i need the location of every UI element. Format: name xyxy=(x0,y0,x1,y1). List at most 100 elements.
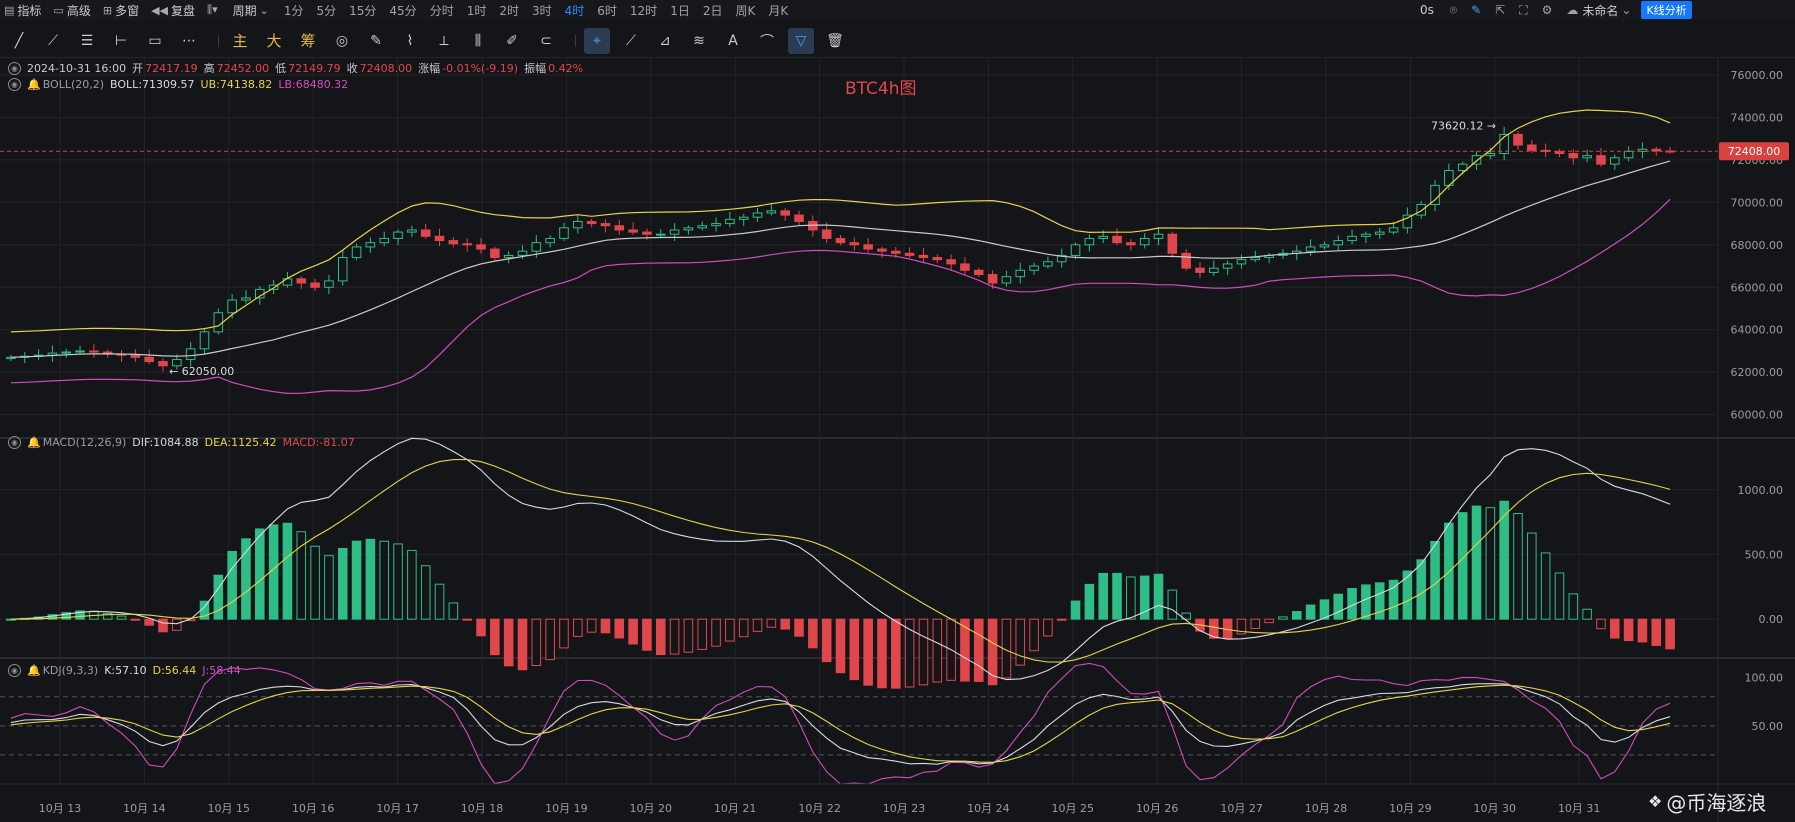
macd-bar xyxy=(1457,512,1468,620)
edit-icon[interactable]: ✎ xyxy=(1471,3,1482,17)
pencil-tool-icon[interactable]: ✎ xyxy=(370,32,382,49)
macd-bar xyxy=(1637,618,1648,643)
period-14[interactable]: 月K xyxy=(768,3,789,18)
period-dropdown[interactable]: 周期 ⌄ xyxy=(232,3,269,18)
macd-bar xyxy=(891,618,901,689)
note-tool-icon[interactable]: ✐ xyxy=(506,32,518,49)
replay-button[interactable]: ◀◀ 复盘 xyxy=(151,3,196,18)
candle-body xyxy=(1181,252,1191,269)
candle-body xyxy=(1651,148,1662,152)
eye-icon[interactable]: ◉ xyxy=(8,664,21,677)
macd-bar xyxy=(365,538,376,620)
clock-tool-icon[interactable]: ◎ xyxy=(335,32,349,49)
macd-bar xyxy=(1374,582,1385,620)
macd-bar xyxy=(379,540,390,620)
text-tool-icon[interactable]: A xyxy=(728,32,738,49)
macd-bar xyxy=(75,610,85,620)
candle-body xyxy=(697,225,708,229)
period-1[interactable]: 5分 xyxy=(316,3,337,18)
macd-bar xyxy=(1098,572,1108,620)
camera-icon[interactable]: ⌾ xyxy=(1449,2,1458,17)
main-force-button[interactable]: 主 xyxy=(232,32,248,50)
select-tool-icon[interactable]: ⌖ xyxy=(584,27,610,54)
kline-chart[interactable]: 60000.00 62000.00 64000.00 66000.00 68000.00… xyxy=(0,58,1795,822)
candle-body xyxy=(1388,227,1399,233)
macd-bar xyxy=(1015,618,1026,666)
period-11[interactable]: 1日 xyxy=(670,3,690,18)
indicator-button[interactable]: ▤ 指标 xyxy=(4,3,42,18)
period-9[interactable]: 6时 xyxy=(597,3,617,18)
period-2[interactable]: 15分 xyxy=(349,3,377,18)
macd-bar xyxy=(752,618,763,632)
candle-body xyxy=(683,227,694,231)
macd-bar xyxy=(503,618,514,667)
period-7[interactable]: 3时 xyxy=(531,3,552,18)
settings-icon[interactable]: ⚙ xyxy=(1541,3,1553,17)
macd-bar xyxy=(255,528,265,620)
parallel-tool-icon[interactable]: ☰ xyxy=(80,32,94,49)
horizontal-line-icon[interactable]: ⊢ xyxy=(114,32,128,49)
date-label: 10月 29 xyxy=(1389,802,1432,815)
chart-type-button[interactable]: ⫼▾ xyxy=(207,3,221,17)
macd-bar xyxy=(1084,583,1095,620)
fib-tool-icon[interactable]: ≋ xyxy=(693,32,705,49)
rectangle-icon[interactable]: ▭ xyxy=(148,32,162,49)
ray-tool-icon[interactable]: ⟋ xyxy=(48,32,58,49)
chevron-down-icon: ⌄ xyxy=(1621,3,1632,17)
trash-tool-icon[interactable]: 🗑 xyxy=(826,32,844,49)
candles-tool-icon[interactable]: ⫼ xyxy=(474,32,482,49)
candle-body xyxy=(1499,133,1509,155)
period-12[interactable]: 2日 xyxy=(702,3,723,18)
period-6[interactable]: 2时 xyxy=(499,3,519,18)
period-10[interactable]: 12时 xyxy=(629,3,658,18)
brush-tool-icon[interactable]: ⌇ xyxy=(406,32,414,49)
measure-tool-icon[interactable]: ⊿ xyxy=(659,32,671,49)
macd-bar xyxy=(683,618,694,653)
multi-window-button[interactable]: ⊞ 多窗 xyxy=(102,3,140,18)
bell-icon[interactable]: 🔔 xyxy=(27,664,41,677)
bell-icon[interactable]: 🔔 xyxy=(27,78,41,91)
macd-bar xyxy=(213,574,224,620)
period-13[interactable]: 周K xyxy=(735,3,756,18)
export-icon[interactable]: ⇱ xyxy=(1495,3,1506,17)
candle-body xyxy=(918,254,929,259)
filter-tool-icon[interactable]: ▽ xyxy=(788,27,814,54)
period-3[interactable]: 45分 xyxy=(389,3,417,18)
period-5[interactable]: 1时 xyxy=(466,3,487,18)
magnet-tool-icon[interactable]: ⊂ xyxy=(540,32,552,49)
price-axis-label: 64000.00 xyxy=(1731,324,1784,337)
kline-analysis-button[interactable]: K线分析 xyxy=(1641,1,1692,19)
pencil-line-icon[interactable]: ⟋ xyxy=(626,32,636,49)
candle-body xyxy=(462,243,472,246)
period-8[interactable]: 4时 xyxy=(564,3,585,18)
macd-bar xyxy=(697,618,708,650)
period-0[interactable]: 1分 xyxy=(283,3,304,18)
candle-body xyxy=(1056,254,1067,263)
period-4[interactable]: 分时 xyxy=(429,3,454,18)
eye-icon[interactable]: ◉ xyxy=(8,61,21,75)
macd-bar xyxy=(780,618,790,630)
more-icon[interactable]: ⋯ xyxy=(182,32,196,49)
candle-body xyxy=(1471,155,1482,165)
macd-bar xyxy=(1305,604,1316,620)
line-tool-icon[interactable]: ╱ xyxy=(14,32,24,49)
template-dropdown[interactable]: 未命名 xyxy=(1582,3,1619,18)
ruler-tool-icon[interactable]: ⟂ xyxy=(439,32,449,49)
advanced-button[interactable]: ▭ 高级 xyxy=(53,3,91,18)
date-label: 10月 16 xyxy=(292,802,335,815)
macd-bar xyxy=(1513,513,1523,620)
macd-bar xyxy=(476,618,486,637)
divider xyxy=(575,34,576,47)
eye-icon[interactable]: ◉ xyxy=(8,78,21,91)
candle-body xyxy=(434,235,445,242)
eye-icon[interactable]: ◉ xyxy=(8,436,21,449)
macd-bar xyxy=(172,618,182,631)
big-order-button[interactable]: 大 xyxy=(266,32,282,50)
brush2-tool-icon[interactable]: ⌒ xyxy=(760,33,774,50)
fullscreen-icon[interactable]: ⛶ xyxy=(1519,2,1528,17)
chip-button[interactable]: 筹 xyxy=(300,32,316,50)
date-label: 10月 18 xyxy=(461,802,504,815)
bell-icon[interactable]: 🔔 xyxy=(27,436,41,449)
candle-body xyxy=(476,244,486,250)
candle-body xyxy=(1319,244,1330,248)
